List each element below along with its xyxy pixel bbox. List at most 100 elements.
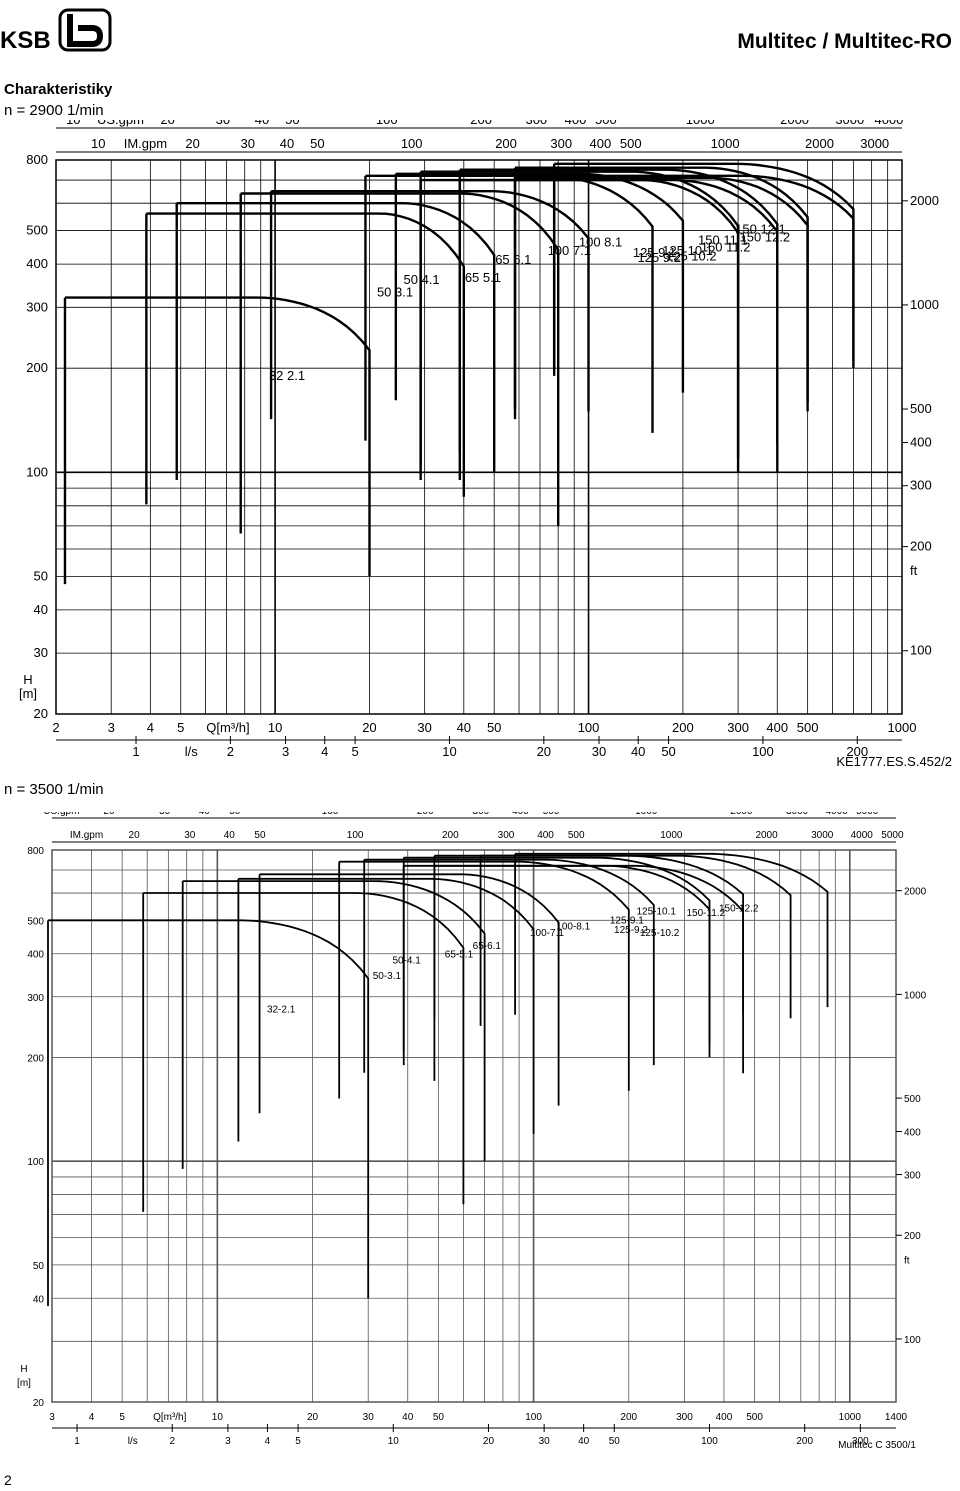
usgpm-tick-label: 100 bbox=[376, 120, 398, 127]
pump-curve bbox=[364, 858, 655, 1066]
usgpm-tick-label: 30 bbox=[216, 120, 230, 127]
ft-tick-label: 300 bbox=[904, 1171, 921, 1182]
series-label: 125-10.2 bbox=[640, 928, 680, 939]
q-tick-label: 40 bbox=[402, 1412, 414, 1423]
ls-tick-label: 2 bbox=[227, 744, 234, 759]
ft-tick-label: 1000 bbox=[904, 990, 927, 1001]
logo-mark-b bbox=[67, 14, 104, 47]
ft-tick-label: 300 bbox=[910, 478, 932, 493]
usgpm-tick-label: 50 bbox=[229, 812, 241, 817]
series-label: 32-2.1 bbox=[267, 1005, 296, 1016]
ft-axis-label: ft bbox=[910, 563, 918, 578]
chart-3500: 20 40 50 100 200 300 400 500 800 H [m] 100 200 300 400… bbox=[17, 812, 927, 1451]
usgpm-tick-label: 4000 bbox=[874, 120, 903, 127]
q-tick-label: 1400 bbox=[885, 1412, 908, 1423]
usgpm-tick-label: 20 bbox=[103, 812, 115, 817]
series-label: 50-4.1 bbox=[392, 955, 421, 966]
imgpm-tick-label: 300 bbox=[550, 136, 572, 151]
q-tick-label: 4 bbox=[89, 1412, 95, 1423]
ls-tick-label: 30 bbox=[592, 744, 606, 759]
h-tick-label: 30 bbox=[34, 645, 48, 660]
q-tick-label: 50 bbox=[487, 720, 501, 735]
h-tick-label: 300 bbox=[26, 299, 48, 314]
pump-curve bbox=[554, 162, 855, 369]
h-tick-label: 400 bbox=[26, 256, 48, 271]
q-tick-label: 10 bbox=[268, 720, 282, 735]
imgpm-tick-label: 1000 bbox=[711, 136, 740, 151]
series-label: 125-9.2 bbox=[614, 925, 648, 936]
imgpm-tick-label: 2000 bbox=[805, 136, 834, 151]
imgpm-tick-label: 10 bbox=[91, 136, 105, 151]
usgpm-tick-label: 400 bbox=[565, 120, 587, 127]
series-label: 150-12.2 bbox=[719, 904, 759, 915]
imgpm-tick-label: 200 bbox=[442, 830, 459, 841]
ft-tick-label: 2000 bbox=[910, 193, 939, 208]
usgpm-tick-label: 40 bbox=[199, 812, 211, 817]
imgpm-tick-label: 20 bbox=[185, 136, 199, 151]
pump-curve bbox=[365, 174, 654, 433]
ls-tick-label: 50 bbox=[661, 744, 675, 759]
imgpm-tick-label: 500 bbox=[620, 136, 642, 151]
figure-code: KE1777.ES.S.452/2 bbox=[836, 754, 952, 769]
h-axis-label: [m] bbox=[19, 686, 37, 701]
pump-curve bbox=[238, 877, 535, 1134]
ft-tick-label: 400 bbox=[904, 1128, 921, 1139]
ft-tick-label: 400 bbox=[910, 435, 932, 450]
usgpm-tick-label: 5000 bbox=[856, 812, 879, 817]
q-tick-label: 500 bbox=[797, 720, 819, 735]
q-tick-label: 1000 bbox=[839, 1412, 862, 1423]
series-label: 150 12.1 bbox=[735, 222, 786, 237]
q-tick-label: 300 bbox=[676, 1412, 693, 1423]
usgpm-tick-label: 30 bbox=[159, 812, 171, 817]
q-tick-label: 30 bbox=[417, 720, 431, 735]
pump-curve bbox=[420, 170, 740, 473]
imgpm-tick-label: 20 bbox=[129, 830, 141, 841]
imgpm-axis-label: IM.gpm bbox=[70, 830, 103, 841]
pump-curve bbox=[176, 202, 496, 473]
ksb-logo: KSB bbox=[0, 8, 112, 52]
ls-axis-label: l/s bbox=[128, 1436, 138, 1447]
series-label: 125 10.1 bbox=[662, 243, 713, 258]
usgpm-tick-label: 100 bbox=[322, 812, 339, 817]
imgpm-tick-label: 50 bbox=[254, 830, 266, 841]
chart-2900: 20 30 40 50 100 200 300 400 500 800 H[m] 100 200 300 4… bbox=[19, 120, 952, 769]
q-tick-label: 400 bbox=[766, 720, 788, 735]
pump-curve bbox=[515, 166, 809, 412]
pump-curve bbox=[434, 864, 744, 1074]
logo-lettering: KSB bbox=[0, 27, 51, 52]
ls-tick-label: 300 bbox=[852, 1436, 869, 1447]
ls-tick-label: 50 bbox=[609, 1436, 621, 1447]
ls-tick-label: 200 bbox=[796, 1436, 813, 1447]
h-axis-label: H bbox=[20, 1364, 27, 1375]
ls-tick-label: 40 bbox=[578, 1436, 590, 1447]
q-tick-label: 300 bbox=[727, 720, 749, 735]
q-tick-label: 2 bbox=[52, 720, 59, 735]
q-tick-label: 200 bbox=[620, 1412, 637, 1423]
ls-tick-label: 30 bbox=[539, 1436, 551, 1447]
document-title: Multitec / Multitec-RO bbox=[737, 30, 952, 53]
q-tick-label: 100 bbox=[525, 1412, 542, 1423]
usgpm-tick-label: 10 bbox=[66, 120, 80, 127]
q-axis-label: Q[m³/h] bbox=[153, 1412, 187, 1423]
ft-tick-label: 100 bbox=[910, 643, 932, 658]
series-label: 150 12.2 bbox=[740, 229, 791, 244]
series-label: 125 9.1 bbox=[633, 245, 676, 260]
ls-tick-label: 100 bbox=[701, 1436, 718, 1447]
h-tick-label: 50 bbox=[33, 1261, 45, 1272]
h-tick-label: 100 bbox=[26, 464, 48, 479]
ls-tick-label: 10 bbox=[388, 1436, 400, 1447]
series-label: 150 11.2 bbox=[701, 240, 751, 255]
series-label: 65 6.1 bbox=[495, 252, 531, 267]
pump-curve bbox=[403, 864, 711, 1058]
usgpm-axis-label: US.gpm bbox=[43, 812, 79, 817]
h-tick-label: 400 bbox=[27, 950, 44, 961]
h-axis-label: H bbox=[23, 672, 32, 687]
pump-curve bbox=[339, 860, 630, 1091]
imgpm-tick-label: 500 bbox=[568, 830, 585, 841]
usgpm-tick-label: 4000 bbox=[825, 812, 848, 817]
series-label: 65-6.1 bbox=[473, 941, 502, 952]
ls-tick-label: 20 bbox=[537, 744, 551, 759]
ls-tick-label: 100 bbox=[752, 744, 774, 759]
usgpm-tick-label: 2000 bbox=[780, 120, 809, 127]
ls-tick-label: 5 bbox=[295, 1436, 301, 1447]
